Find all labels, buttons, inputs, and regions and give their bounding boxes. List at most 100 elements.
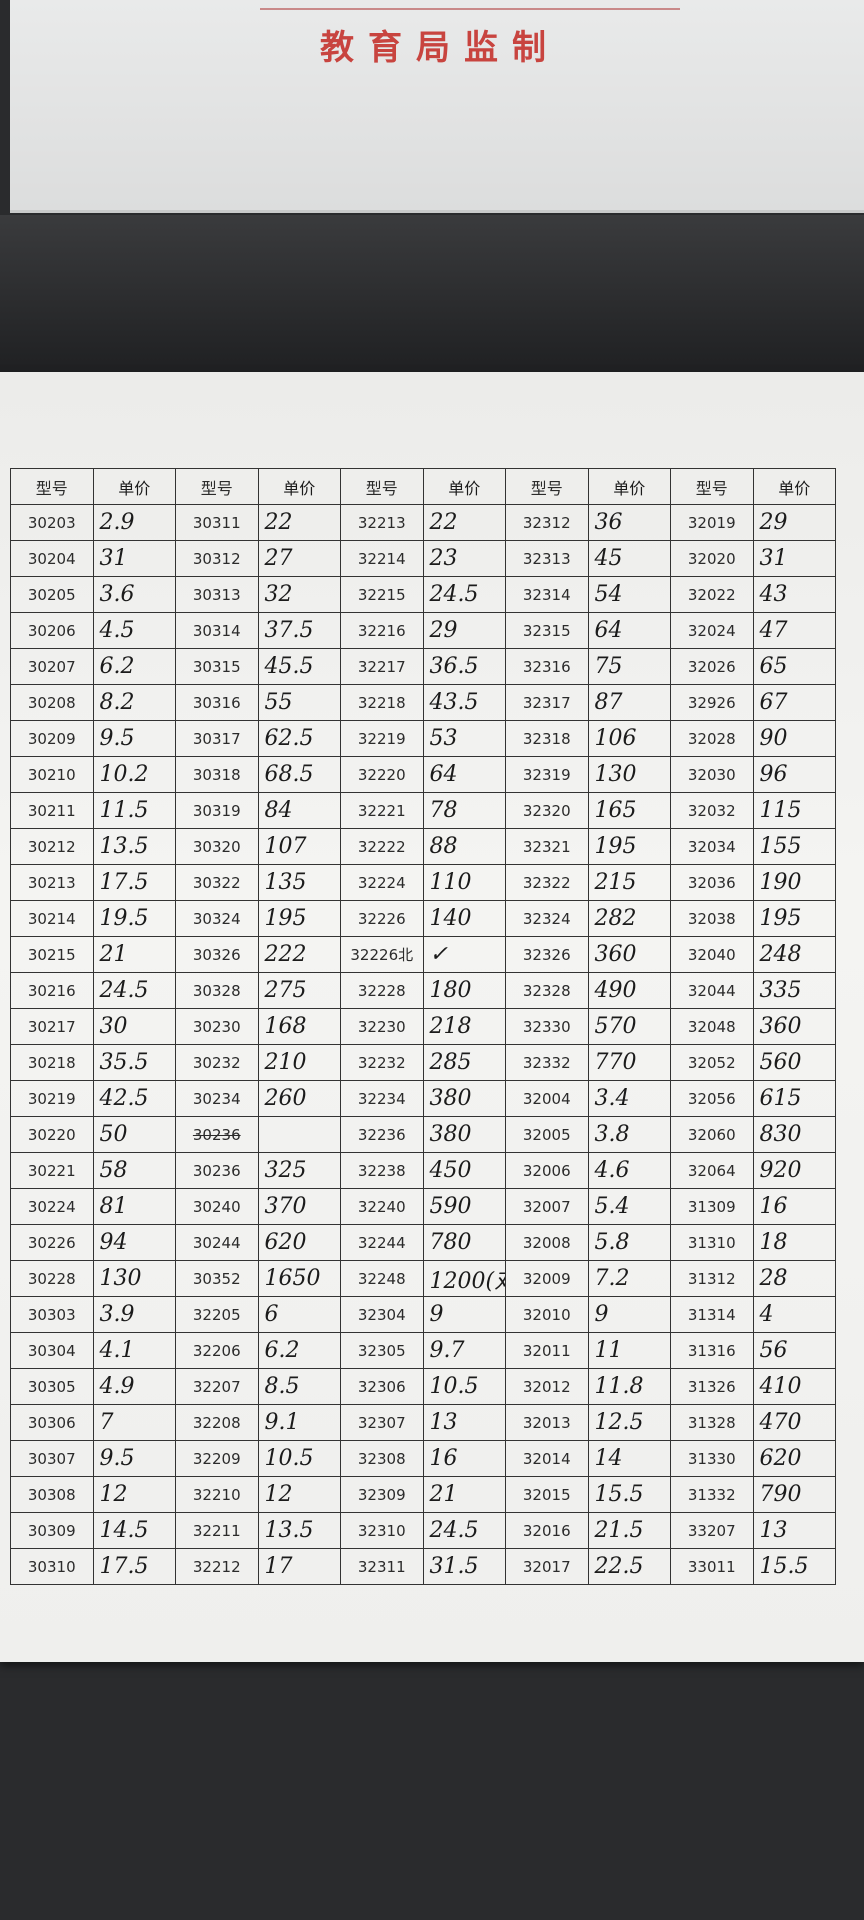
price-cell: 9.5: [92, 1440, 176, 1477]
price-cell: 4.5: [92, 612, 176, 649]
price-cell: 17.5: [92, 864, 176, 901]
model-cell: 32218: [340, 684, 424, 721]
price-cell: 15.5: [752, 1548, 836, 1585]
model-cell: 30318: [175, 756, 259, 793]
table-row: 30308 12 32210 12 32309 21 32015 15.5 31332 790: [10, 1476, 836, 1513]
model-cell: 32222: [340, 828, 424, 865]
price-cell: 335: [752, 972, 836, 1009]
price-cell: 6.2: [257, 1332, 341, 1369]
model-cell: 30315: [175, 648, 259, 685]
price-cell: 140: [422, 900, 506, 937]
price-cell: 45: [587, 540, 671, 577]
header-cell: 型号: [505, 468, 589, 505]
price-cell: 620: [257, 1224, 341, 1261]
table-row: 30211 11.5 30319 84 32221 78 32320 165 32032 115: [10, 792, 836, 829]
model-cell: 30312: [175, 540, 259, 577]
model-cell: 31309: [670, 1188, 754, 1225]
price-cell: 285: [422, 1044, 506, 1081]
price-cell: 28: [752, 1260, 836, 1297]
model-cell: 30206: [10, 612, 94, 649]
price-cell: 54: [587, 576, 671, 613]
model-cell: 31326: [670, 1368, 754, 1405]
model-cell: 32226: [340, 900, 424, 937]
model-cell: 32210: [175, 1476, 259, 1513]
model-cell: 30226: [10, 1224, 94, 1261]
model-cell: 30216: [10, 972, 94, 1009]
price-cell: 4.9: [92, 1368, 176, 1405]
header-row: 型号 单价 型号 单价 型号 单价 型号 单价 型号 单价: [10, 468, 836, 505]
price-cell: 17.5: [92, 1548, 176, 1585]
price-cell: 9.5: [92, 720, 176, 757]
price-cell: 165: [587, 792, 671, 829]
model-cell: 30236: [175, 1152, 259, 1189]
price-cell: 260: [257, 1080, 341, 1117]
price-cell: 190: [752, 864, 836, 901]
price-cell: 115: [752, 792, 836, 829]
price-cell: 5.4: [587, 1188, 671, 1225]
price-cell: 360: [752, 1008, 836, 1045]
price-cell: 24.5: [422, 1512, 506, 1549]
model-cell: 30307: [10, 1440, 94, 1477]
price-cell: 32: [257, 576, 341, 613]
model-cell: 32207: [175, 1368, 259, 1405]
table-row: 30303 3.9 32205 6 32304 9 32010 9 31314 4: [10, 1296, 836, 1333]
model-cell: 32060: [670, 1116, 754, 1153]
model-cell: 32212: [175, 1548, 259, 1585]
price-cell: 62.5: [257, 720, 341, 757]
price-cell: 3.8: [587, 1116, 671, 1153]
model-cell: 32310: [340, 1512, 424, 1549]
model-cell: 30352: [175, 1260, 259, 1297]
model-cell: 31314: [670, 1296, 754, 1333]
model-cell: 33011: [670, 1548, 754, 1585]
model-cell: 32010: [505, 1296, 589, 1333]
table-row: 30220 50 30236 32236 380 32005 3.8 32060 830: [10, 1116, 836, 1153]
price-cell: ✓: [422, 936, 506, 973]
model-cell: 32214: [340, 540, 424, 577]
table-row: 30305 4.9 32207 8.5 32306 10.5 32012 11.8 31326 4…: [10, 1368, 836, 1405]
price-cell: 360: [587, 936, 671, 973]
model-cell: 32209: [175, 1440, 259, 1477]
model-cell: 30210: [10, 756, 94, 793]
table-row: 30226 94 30244 620 32244 780 32008 5.8 31310 18: [10, 1224, 836, 1261]
price-cell: 15.5: [587, 1476, 671, 1513]
model-cell: 30326: [175, 936, 259, 973]
price-cell: 64: [422, 756, 506, 793]
table-row: 30307 9.5 32209 10.5 32308 16 32014 14 31330 620: [10, 1440, 836, 1477]
model-cell: 33207: [670, 1512, 754, 1549]
ruled-line: [260, 8, 680, 10]
model-cell: 32007: [505, 1188, 589, 1225]
model-cell: 32240: [340, 1188, 424, 1225]
header-cell: 单价: [257, 468, 341, 505]
price-cell: 107: [257, 828, 341, 865]
price-cell: 3.4: [587, 1080, 671, 1117]
table-row: 30204 31 30312 27 32214 23 32313 45 32020 31: [10, 540, 836, 577]
model-cell: 32220: [340, 756, 424, 793]
model-cell: 30240: [175, 1188, 259, 1225]
price-cell: 275: [257, 972, 341, 1009]
price-cell: 218: [422, 1008, 506, 1045]
model-cell: 32312: [505, 504, 589, 541]
model-cell: 32305: [340, 1332, 424, 1369]
price-cell: 67: [752, 684, 836, 721]
model-cell: 32205: [175, 1296, 259, 1333]
model-cell: 32017: [505, 1548, 589, 1585]
model-cell: 30220: [10, 1116, 94, 1153]
model-cell: 32219: [340, 720, 424, 757]
price-cell: 380: [422, 1080, 506, 1117]
price-cell: 282: [587, 900, 671, 937]
model-cell: 30224: [10, 1188, 94, 1225]
model-cell: 32324: [505, 900, 589, 937]
model-cell: 30205: [10, 576, 94, 613]
table-row: 30209 9.5 30317 62.5 32219 53 32318 106 32028 90: [10, 720, 836, 757]
model-cell: 32022: [670, 576, 754, 613]
model-cell: 31316: [670, 1332, 754, 1369]
model-cell: 32319: [505, 756, 589, 793]
model-cell: 32232: [340, 1044, 424, 1081]
table-row: 30304 4.1 32206 6.2 32305 9.7 32011 11 31316 56: [10, 1332, 836, 1369]
price-cell: 615: [752, 1080, 836, 1117]
model-cell: 32012: [505, 1368, 589, 1405]
model-cell: 32011: [505, 1332, 589, 1369]
price-cell: 11.5: [92, 792, 176, 829]
header-cell: 型号: [175, 468, 259, 505]
model-cell: 32316: [505, 648, 589, 685]
